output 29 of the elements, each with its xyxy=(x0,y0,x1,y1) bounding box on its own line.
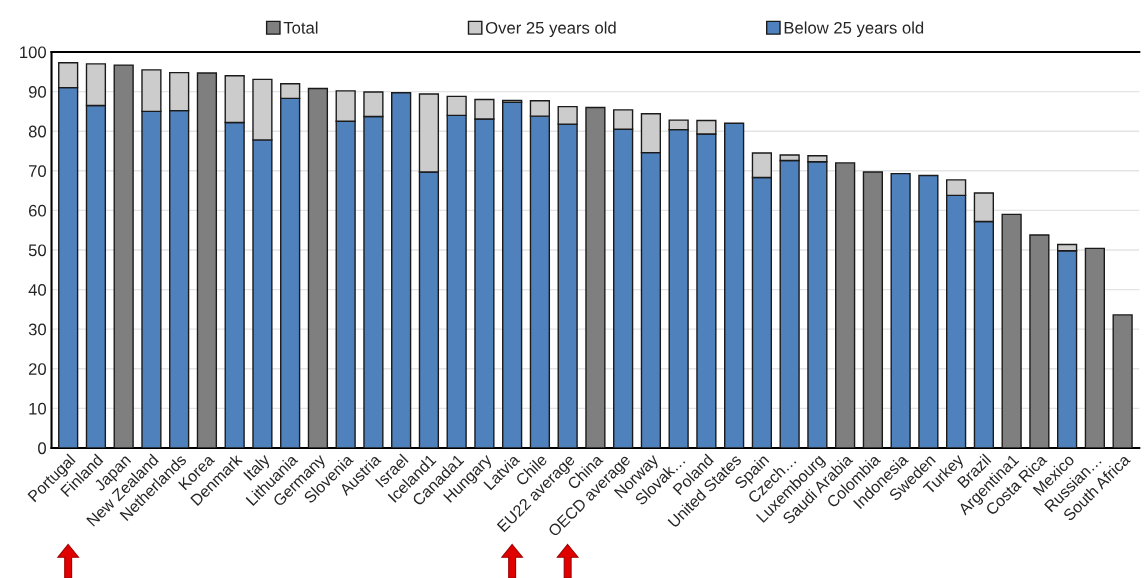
bar xyxy=(1001,213,1022,448)
bar xyxy=(890,172,911,448)
bar xyxy=(502,101,523,448)
y-tick-label: 80 xyxy=(28,125,47,138)
legend-label: Below 25 years old xyxy=(784,21,924,38)
bar xyxy=(585,106,606,448)
bar xyxy=(724,122,745,448)
legend-label: Total xyxy=(283,21,318,34)
bar xyxy=(918,174,939,448)
bar xyxy=(113,64,134,448)
y-tick-label: 10 xyxy=(29,402,47,415)
y-tick-label: 0 xyxy=(38,442,47,455)
y-tick-label: 100 xyxy=(20,46,47,59)
bar xyxy=(835,162,856,448)
bar xyxy=(862,171,884,448)
y-tick-label: 50 xyxy=(28,244,47,257)
legend-label: Over 25 years old xyxy=(485,21,616,38)
y-tick-label: 30 xyxy=(28,323,47,336)
bar xyxy=(1112,314,1133,448)
bar xyxy=(1029,234,1050,448)
bar xyxy=(391,92,412,448)
bar xyxy=(196,72,218,448)
y-tick-label: 70 xyxy=(28,165,47,177)
bar xyxy=(307,87,329,448)
bar xyxy=(1084,247,1106,448)
y-tick-label: 40 xyxy=(28,283,47,296)
y-tick-label: 60 xyxy=(28,204,47,217)
y-tick-label: 20 xyxy=(28,363,47,375)
y-tick-label: 90 xyxy=(28,86,47,98)
